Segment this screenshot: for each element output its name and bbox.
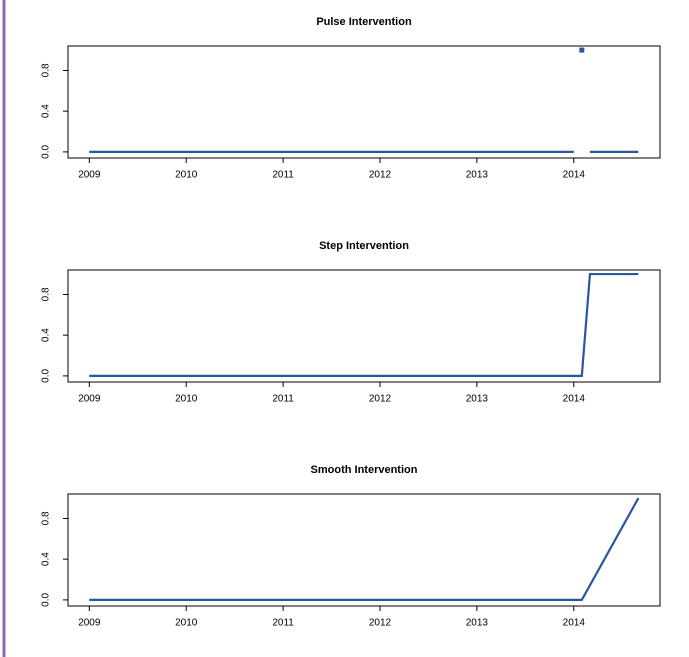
y-tick-label: 0.4 — [41, 552, 52, 566]
x-tick-label: 2013 — [466, 618, 489, 629]
x-tick-label: 2014 — [563, 394, 586, 405]
y-tick-label: 0.0 — [41, 593, 52, 607]
x-tick-label: 2009 — [78, 618, 101, 629]
x-tick-label: 2011 — [272, 394, 294, 405]
x-tick-label: 2010 — [175, 170, 198, 181]
x-tick-label: 2010 — [175, 618, 198, 629]
x-tick-label: 2011 — [272, 170, 294, 181]
data-line — [89, 272, 639, 377]
x-tick-label: 2012 — [369, 618, 392, 629]
y-tick-label: 0.0 — [41, 145, 52, 159]
data-point — [579, 47, 585, 53]
plot-frame — [67, 493, 661, 607]
data-line — [89, 497, 640, 601]
x-tick-label: 2012 — [369, 170, 392, 181]
x-tick-label: 2014 — [563, 170, 586, 181]
x-tick-label: 2013 — [466, 394, 489, 405]
x-tick-label: 2013 — [466, 170, 489, 181]
chart-title: Smooth Intervention — [311, 464, 418, 476]
x-tick-label: 2010 — [175, 394, 198, 405]
y-tick-label: 0.0 — [41, 369, 52, 383]
x-tick-label: 2009 — [78, 394, 101, 405]
y-tick-label: 0.4 — [41, 104, 52, 118]
y-tick-label: 0.8 — [41, 287, 52, 301]
chart-title: Step Intervention — [319, 240, 409, 252]
plot-frame — [67, 269, 661, 383]
x-tick-label: 2009 — [78, 170, 101, 181]
x-tick-label: 2012 — [369, 394, 392, 405]
plot-frame — [67, 45, 661, 159]
chart-title: Pulse Intervention — [316, 16, 412, 28]
x-tick-label: 2011 — [272, 618, 294, 629]
y-tick-label: 0.8 — [41, 63, 52, 77]
y-tick-label: 0.8 — [41, 511, 52, 525]
y-tick-label: 0.4 — [41, 328, 52, 342]
x-tick-label: 2014 — [563, 618, 586, 629]
